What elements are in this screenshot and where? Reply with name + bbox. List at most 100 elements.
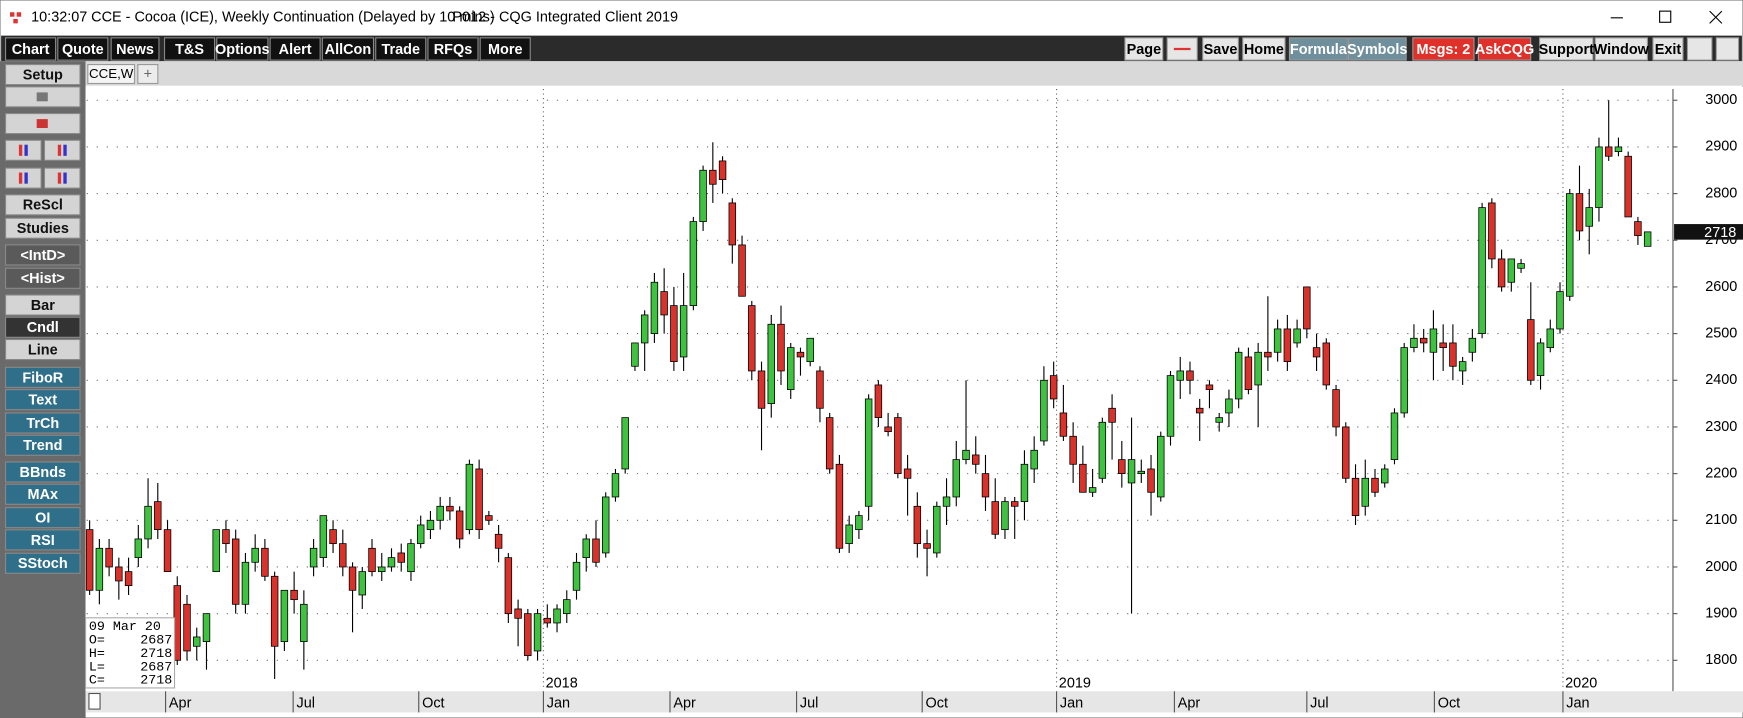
button-label[interactable]: Text: [28, 393, 57, 409]
candle-body: [1001, 501, 1009, 531]
candle-body: [1643, 231, 1652, 247]
button-label[interactable]: MAx: [28, 487, 58, 503]
button[interactable]: [1124, 37, 1164, 61]
button[interactable]: [5, 529, 81, 551]
button[interactable]: [1202, 37, 1239, 61]
icon-button[interactable]: [43, 167, 81, 189]
button[interactable]: [5, 434, 81, 456]
button[interactable]: [5, 267, 81, 289]
button[interactable]: [5, 338, 81, 361]
button-label[interactable]: Quote: [62, 42, 104, 58]
candle-body: [494, 533, 503, 549]
button[interactable]: [5, 37, 57, 61]
button-label[interactable]: Exit: [1655, 42, 1682, 58]
button-label[interactable]: TrCh: [26, 416, 59, 432]
button-label[interactable]: Studies: [17, 221, 69, 237]
button-label[interactable]: ReScl: [23, 198, 63, 214]
button-label[interactable]: <IntD>: [20, 248, 65, 264]
button[interactable]: [269, 37, 321, 61]
candle-body: [300, 603, 308, 643]
button[interactable]: [216, 37, 269, 61]
restore-icon-button[interactable]: [1686, 37, 1713, 61]
button-label[interactable]: More: [488, 42, 523, 58]
button[interactable]: [5, 316, 81, 338]
icon-button[interactable]: [43, 139, 81, 161]
button-label[interactable]: Chart: [12, 42, 50, 58]
button-label[interactable]: Trade: [381, 42, 420, 58]
button-label[interactable]: Cndl: [27, 320, 59, 336]
button[interactable]: [1412, 37, 1475, 61]
tab[interactable]: [87, 64, 136, 85]
button[interactable]: [1594, 37, 1648, 61]
x-tick-label: Oct: [1438, 695, 1460, 711]
candle-body: [1527, 319, 1535, 381]
button[interactable]: [1652, 37, 1684, 61]
button[interactable]: [5, 483, 81, 505]
button[interactable]: [57, 37, 109, 61]
scroll-box[interactable]: [88, 692, 101, 710]
new-tab[interactable]: [137, 64, 159, 85]
button[interactable]: [163, 37, 216, 61]
candle-body: [1244, 356, 1253, 391]
close-button[interactable]: [1709, 10, 1723, 24]
button-label[interactable]: Home: [1244, 42, 1284, 58]
button-label[interactable]: AllCon: [325, 42, 372, 58]
button[interactable]: [5, 461, 81, 483]
candle-body: [1449, 342, 1457, 367]
icon-button[interactable]: [5, 139, 42, 161]
button-label[interactable]: RSI: [31, 533, 55, 549]
button-label[interactable]: Window: [1594, 42, 1650, 58]
button[interactable]: [427, 37, 479, 61]
button-label[interactable]: RFQs: [434, 42, 473, 58]
button-label[interactable]: Setup: [23, 68, 63, 84]
button[interactable]: [1539, 37, 1594, 61]
button-label[interactable]: SStoch: [18, 556, 68, 572]
button[interactable]: [375, 37, 427, 61]
button[interactable]: [5, 64, 81, 86]
button[interactable]: [321, 37, 375, 61]
button-label[interactable]: AskCQG: [1475, 42, 1534, 58]
candle-body: [650, 281, 659, 334]
button-label[interactable]: News: [116, 42, 154, 58]
button-label[interactable]: Formula: [1290, 42, 1348, 58]
icon-button[interactable]: [5, 167, 42, 189]
candle-body: [290, 589, 298, 601]
button[interactable]: [479, 37, 531, 61]
button-label[interactable]: Support: [1539, 42, 1595, 58]
button-label[interactable]: OI: [35, 511, 50, 527]
button-label[interactable]: Symbols: [1347, 42, 1407, 58]
candle-body: [387, 557, 396, 568]
button-label[interactable]: Msgs: 2: [1417, 42, 1471, 58]
button-label[interactable]: Page: [1127, 42, 1162, 58]
button[interactable]: [1347, 37, 1407, 61]
button-label[interactable]: Save: [1204, 42, 1238, 58]
button[interactable]: [5, 552, 81, 574]
button[interactable]: [5, 244, 81, 266]
button-label[interactable]: Line: [28, 342, 58, 358]
button[interactable]: [5, 366, 81, 388]
button-label[interactable]: Options: [215, 42, 270, 58]
button-label[interactable]: Bar: [31, 298, 55, 314]
button[interactable]: [110, 37, 160, 61]
button-label[interactable]: Alert: [279, 42, 312, 58]
button[interactable]: [5, 194, 81, 216]
button[interactable]: [1288, 37, 1348, 61]
button-label[interactable]: <Hist>: [21, 271, 65, 287]
button-label[interactable]: FiboR: [22, 370, 63, 386]
button[interactable]: [5, 389, 81, 411]
tab-label[interactable]: CCE,W: [89, 66, 134, 81]
button[interactable]: [1242, 37, 1286, 61]
button[interactable]: [5, 507, 81, 529]
button[interactable]: [1477, 37, 1532, 61]
button-label[interactable]: BBnds: [20, 465, 67, 481]
button[interactable]: [5, 412, 81, 434]
close-icon-button[interactable]: [1715, 37, 1740, 61]
button-label[interactable]: Trend: [23, 438, 62, 454]
button-label[interactable]: T&S: [175, 42, 204, 58]
new-tab-label[interactable]: +: [144, 66, 152, 82]
button[interactable]: [5, 217, 81, 239]
candle-body: [426, 519, 435, 531]
button[interactable]: [5, 294, 81, 316]
candle-body: [1176, 370, 1184, 381]
maximize-button[interactable]: [1659, 10, 1672, 23]
